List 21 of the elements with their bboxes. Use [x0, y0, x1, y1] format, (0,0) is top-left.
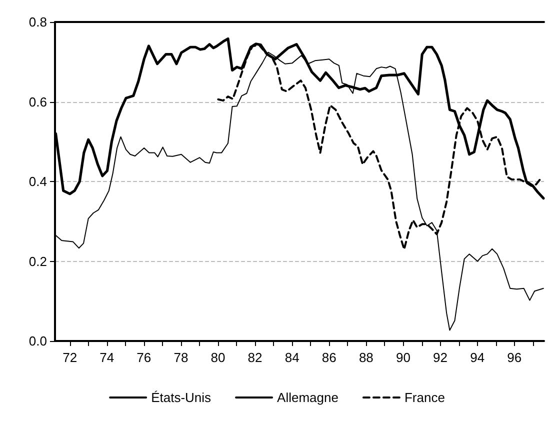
- y-tick-label: 0.2: [28, 254, 47, 269]
- x-tick-label: 96: [507, 350, 522, 365]
- x-tick-label: 86: [322, 350, 336, 365]
- x-tick-label: 90: [396, 350, 410, 365]
- legend-label: Allemagne: [277, 390, 338, 405]
- x-tick-label: 74: [100, 350, 114, 365]
- y-tick-label: 0.6: [28, 94, 47, 110]
- x-tick-label: 88: [358, 350, 374, 365]
- x-tick-label: 76: [136, 350, 152, 365]
- x-tick-label: 84: [284, 350, 300, 365]
- x-tick-label: 72: [62, 350, 78, 365]
- y-tick-label: 0.4: [28, 174, 47, 189]
- legend-label: États-Unis: [151, 390, 212, 405]
- x-tick-label: 78: [174, 350, 188, 365]
- y-tick-label: 0.8: [28, 14, 47, 30]
- legend-label: France: [404, 390, 445, 405]
- x-tick-label: 82: [248, 350, 262, 365]
- x-tick-label: 92: [433, 350, 448, 365]
- x-tick-label: 80: [210, 350, 226, 365]
- y-tick-label: 0.0: [28, 334, 47, 348]
- x-tick-label: 94: [470, 350, 485, 365]
